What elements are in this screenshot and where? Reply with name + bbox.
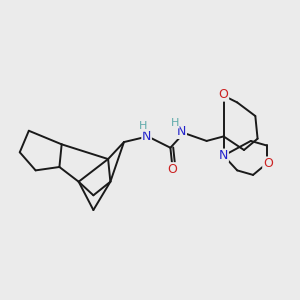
Text: N: N bbox=[177, 125, 186, 138]
Text: N: N bbox=[142, 130, 151, 143]
Text: O: O bbox=[219, 88, 229, 101]
Text: N: N bbox=[219, 149, 228, 162]
Text: O: O bbox=[263, 157, 273, 170]
Text: H: H bbox=[139, 121, 147, 131]
Text: O: O bbox=[168, 163, 178, 176]
Text: H: H bbox=[171, 118, 179, 128]
